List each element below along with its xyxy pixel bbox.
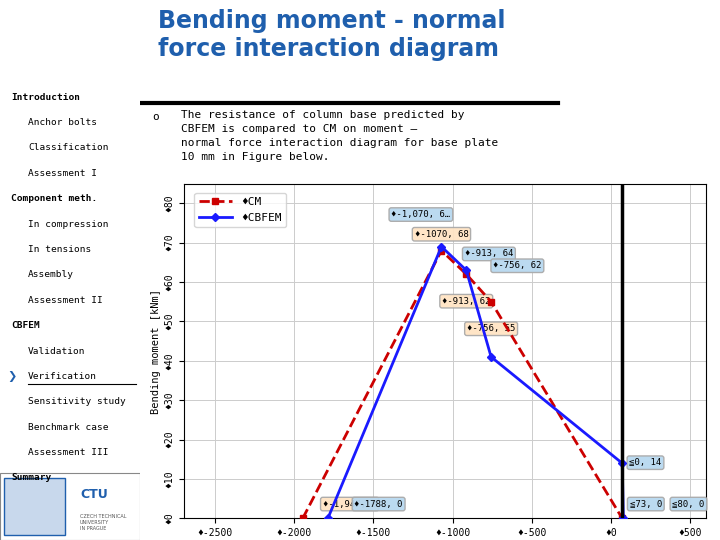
Text: Sensitivity study: Sensitivity study [28, 397, 126, 406]
Text: ≦73, 0: ≦73, 0 [630, 500, 662, 509]
Text: In tensions: In tensions [28, 245, 91, 254]
Text: ♦-1,070, 6…: ♦-1,070, 6… [391, 210, 451, 219]
Text: ≦0, 14: ≦0, 14 [629, 458, 662, 467]
Text: Benchmark case: Benchmark case [28, 423, 109, 431]
Bar [4, 478, 65, 535]
Text: Validation: Validation [28, 347, 86, 355]
Text: ♦-1,947, 0: ♦-1,947, 0 [323, 500, 377, 509]
Text: ❯: ❯ [7, 371, 17, 382]
Text: ≦80, 0: ≦80, 0 [672, 500, 705, 509]
Bar [0, 472, 140, 540]
Text: CZECH TECHNICAL
UNIVERSITY
IN PRAGUE: CZECH TECHNICAL UNIVERSITY IN PRAGUE [80, 515, 127, 531]
Text: In compression: In compression [28, 220, 109, 228]
Text: Assembly: Assembly [28, 271, 74, 279]
Text: Component meth.: Component meth. [12, 194, 97, 203]
Text: ♦-913, 62: ♦-913, 62 [442, 296, 490, 306]
Text: Assessment II: Assessment II [28, 296, 103, 305]
Text: Bending moment - normal
force interaction diagram: Bending moment - normal force interactio… [158, 9, 505, 61]
Text: CBFEM: CBFEM [12, 321, 40, 330]
Text: Verification: Verification [28, 372, 97, 381]
Text: ♦-1070, 68: ♦-1070, 68 [415, 230, 468, 239]
Text: Assessment I: Assessment I [28, 169, 97, 178]
Y-axis label: Bending moment [kNm]: Bending moment [kNm] [151, 288, 161, 414]
Text: The resistance of column base predicted by
CBFEM is compared to CM on moment –
n: The resistance of column base predicted … [181, 110, 498, 162]
Legend: ♦CM, ♦CBFEM: ♦CM, ♦CBFEM [194, 192, 286, 227]
Text: Introduction: Introduction [12, 93, 80, 102]
Text: Summary: Summary [12, 474, 52, 482]
Text: Anchor bolts: Anchor bolts [28, 118, 97, 127]
Text: Assessment III: Assessment III [28, 448, 109, 457]
Text: o: o [152, 112, 158, 122]
Text: ♦-756, 55: ♦-756, 55 [467, 325, 516, 333]
Text: Classification: Classification [28, 144, 109, 152]
Text: ♦-913, 64: ♦-913, 64 [464, 249, 513, 259]
Text: ♦-756, 62: ♦-756, 62 [493, 261, 541, 270]
Text: CTU: CTU [80, 488, 108, 501]
Text: ♦-1788, 0: ♦-1788, 0 [354, 500, 402, 509]
